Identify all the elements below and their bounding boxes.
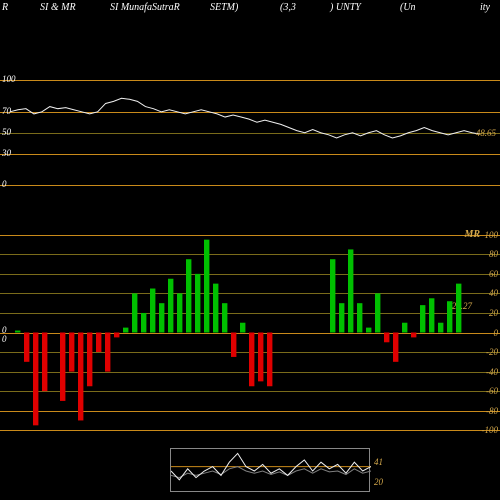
mini-axis-label: 20 <box>374 477 383 487</box>
header-label: SETM) <box>210 2 238 13</box>
header-label: R <box>2 2 8 13</box>
header-label: (3,3 <box>280 2 296 13</box>
header-label: SI & MR <box>40 2 76 13</box>
rsi-panel: 100705030048.65 <box>0 70 500 185</box>
chart-header: R SI & MR SI MunafaSutraR SETM) (3,3 ) UNTY (U… <box>0 0 500 20</box>
header-label: (Un <box>400 2 416 13</box>
mini-panel: 4120 <box>170 448 370 492</box>
header-label: SI MunafaSutraR <box>110 2 180 13</box>
mr-panel: 100806040200-20-40-60-80-10000MR27.27 <box>0 225 500 440</box>
rsi-value-label: 48.65 <box>476 128 496 138</box>
header-label: ity <box>480 2 490 13</box>
mini-axis-label: 41 <box>374 457 383 467</box>
header-label: ) UNTY <box>330 2 361 13</box>
